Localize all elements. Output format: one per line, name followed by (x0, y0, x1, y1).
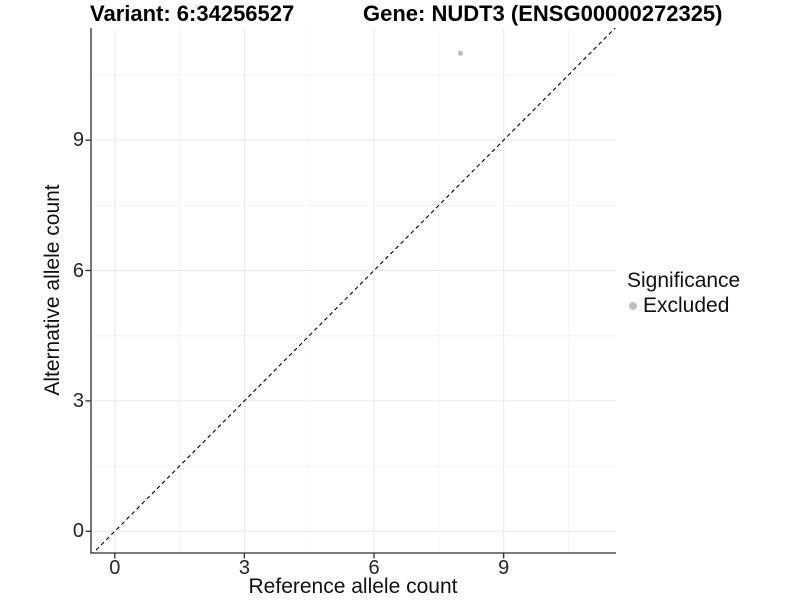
identity-reference-line (92, 28, 616, 553)
y-axis-title: Alternative allele count (41, 184, 64, 396)
y-tick-label: 6 (72, 259, 84, 282)
plot-title-variant: Variant: 6:34256527 (90, 1, 295, 26)
x-tick-label: 9 (498, 557, 510, 579)
y-tick-label: 3 (72, 389, 84, 412)
legend-item-excluded: Excluded (627, 294, 740, 317)
y-tick-label: 9 (72, 129, 84, 152)
x-tick-label: 3 (238, 557, 250, 579)
plot-title-gene: Gene: NUDT3 (ENSG00000272325) (363, 1, 723, 26)
x-axis-title: Reference allele count (248, 575, 458, 598)
x-tick-label: 0 (109, 557, 121, 579)
y-tick-label: 0 (72, 520, 84, 543)
data-point (457, 50, 464, 56)
legend-title: Significance (627, 269, 741, 292)
legend-item-label: Excluded (643, 294, 730, 317)
x-tick-label: 6 (368, 557, 380, 579)
excluded-point-icon (629, 301, 637, 310)
legend: Significance Excluded (627, 269, 740, 317)
